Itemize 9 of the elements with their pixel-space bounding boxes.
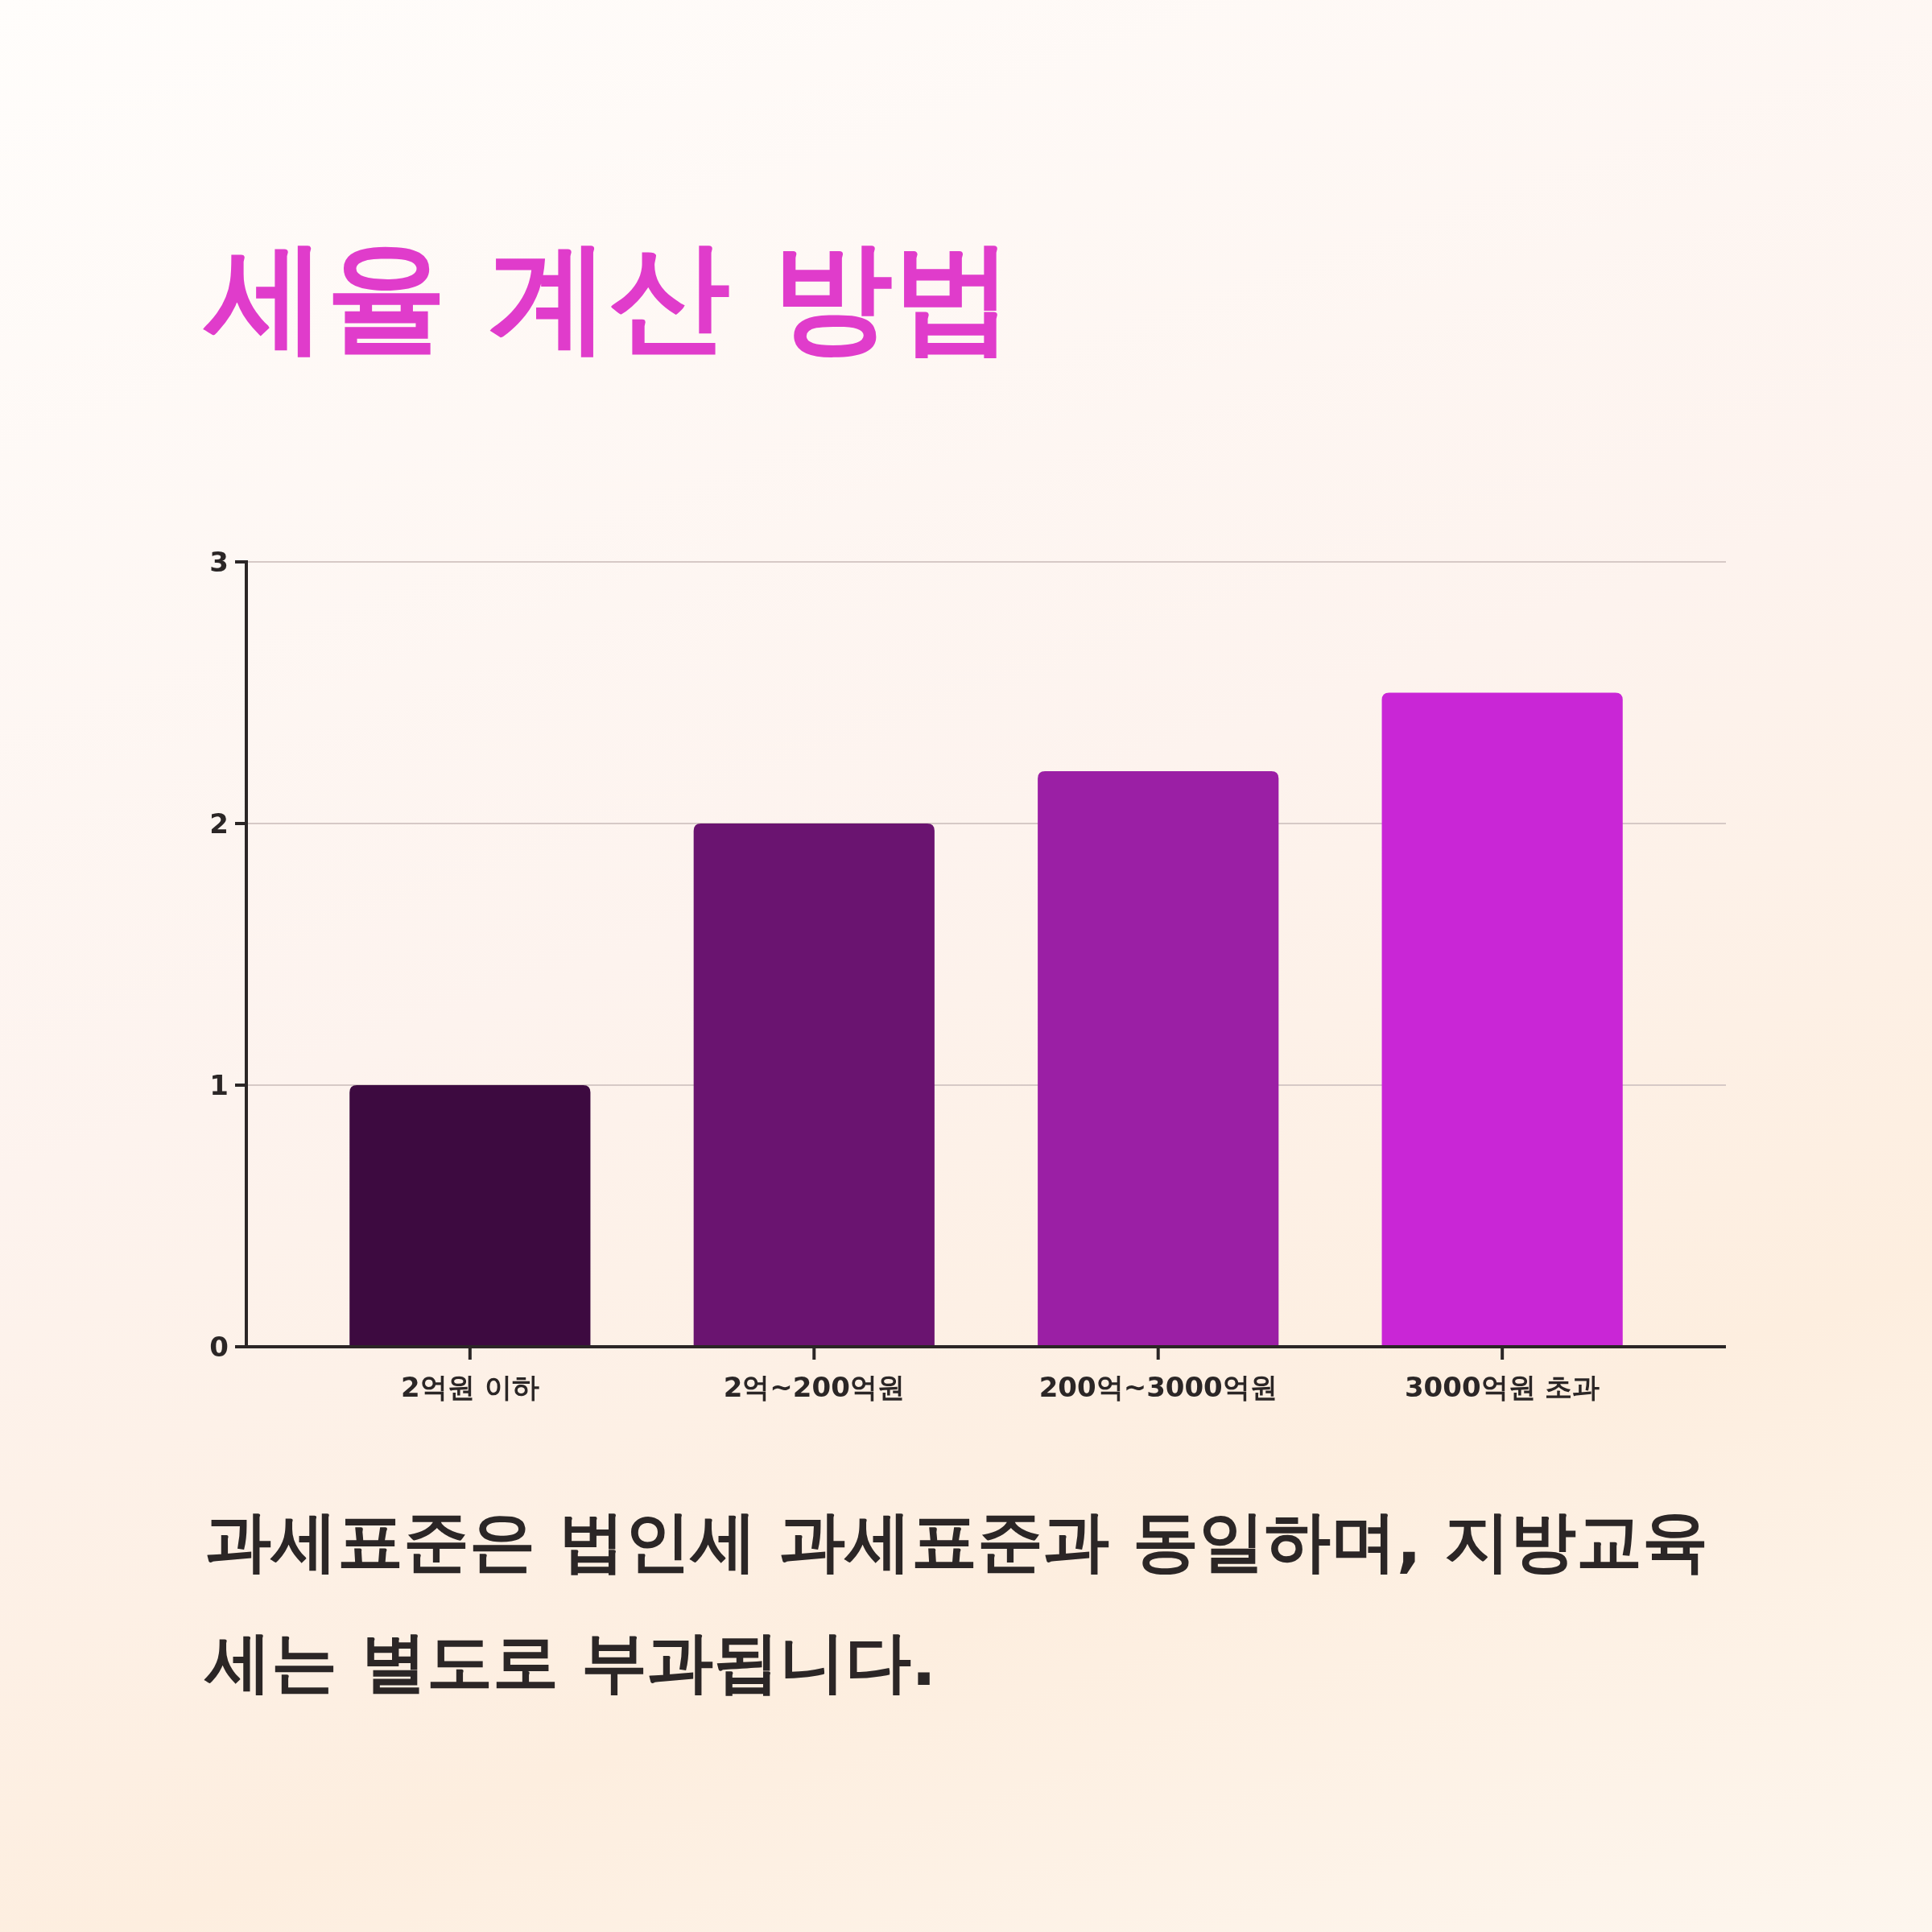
text: 과세표준은 법인세 과세표준과 동일하며, 지방교육세는 별도로 부과됩니다.	[205, 1502, 1710, 1702]
x-tick-label: 200억~3000억원	[1038, 1371, 1278, 1403]
x-tick-label: 2억~200억원	[723, 1371, 905, 1403]
y-tick-label: 0	[209, 1331, 229, 1363]
y-tick-label: 1	[209, 1069, 229, 1101]
x-tick-label: 2억원 이하	[401, 1371, 539, 1403]
x-tick-label: 3000억원 초과	[1404, 1371, 1600, 1403]
y-tick-label: 2	[209, 807, 229, 840]
y-tick-label: 3	[209, 546, 229, 578]
